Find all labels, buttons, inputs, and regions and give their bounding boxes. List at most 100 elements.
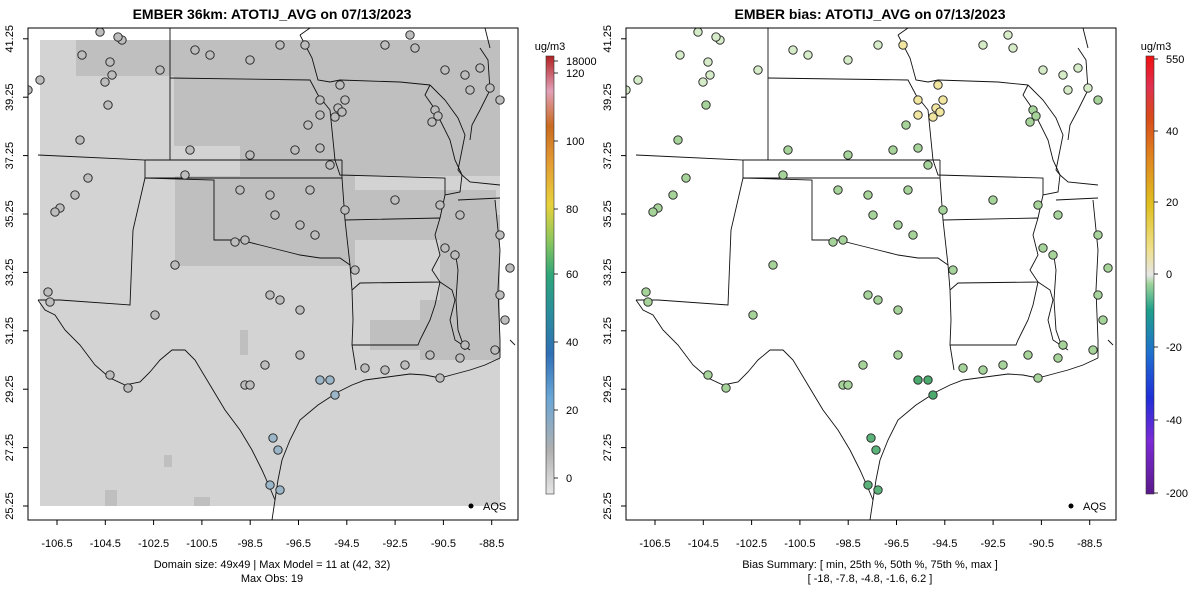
y-tick-label: 39.25: [4, 83, 16, 111]
aqs-site-left: [295, 350, 305, 360]
aqs-site-right: [873, 40, 883, 50]
aqs-site-left: [300, 40, 310, 50]
y-tick-label: 29.25: [602, 375, 614, 403]
x-tick-label: -106.5: [639, 538, 670, 550]
aqs-site-right: [893, 220, 903, 230]
aqs-site-right: [1053, 210, 1063, 220]
aqs-site-right: [998, 360, 1008, 370]
aqs-site-left: [268, 433, 278, 443]
right-legend-label: AQS: [1083, 501, 1106, 513]
aqs-site-right: [863, 480, 873, 490]
aqs-site-right: [938, 95, 948, 105]
aqs-site-right: [948, 265, 958, 275]
aqs-site-right: [928, 112, 938, 122]
right-colorbar-ticks: 550 40 20 0 -20 -40 -200: [1154, 54, 1188, 500]
aqs-site-left: [435, 373, 445, 383]
aqs-site-left: [105, 370, 115, 380]
aqs-site-right: [868, 210, 878, 220]
x-tick-label: -88.5: [479, 538, 504, 550]
x-tick-label: -98.5: [836, 538, 861, 550]
aqs-site-left: [433, 111, 443, 121]
y-tick-label: 33.25: [602, 259, 614, 287]
aqs-site-right: [873, 295, 883, 305]
aqs-site-left: [330, 390, 340, 400]
aqs-site-right: [1053, 353, 1063, 363]
aqs-site-left: [337, 107, 347, 117]
aqs-site-right: [778, 170, 788, 180]
aqs-site-left: [315, 110, 325, 120]
aqs-site-right: [1093, 230, 1103, 240]
aqs-site-left: [490, 345, 500, 355]
left-caption-maxobs: Max Obs: 19: [241, 573, 303, 585]
aqs-site-left: [315, 95, 325, 105]
aqs-site-right: [703, 57, 713, 67]
aqs-site-right: [833, 185, 843, 195]
colorbar-tick-label: 18000: [566, 56, 597, 68]
x-tick-label: -96.5: [884, 538, 909, 550]
aqs-site-left: [440, 243, 450, 253]
aqs-site-left: [400, 360, 410, 370]
aqs-site-right: [901, 120, 911, 130]
aqs-site-right: [693, 28, 703, 37]
colorbar-tick-label: 80: [566, 204, 578, 216]
x-tick-label: -106.5: [41, 538, 72, 550]
aqs-site-left: [315, 375, 325, 385]
aqs-site-right: [935, 107, 945, 117]
aqs-site-right: [908, 230, 918, 240]
aqs-site-left: [230, 237, 240, 247]
aqs-site-right: [1063, 85, 1073, 95]
aqs-site-left: [330, 112, 340, 122]
colorbar-tick-label: 0: [1166, 269, 1172, 281]
x-tick-label: -92.5: [981, 538, 1006, 550]
aqs-site-left: [100, 77, 110, 87]
left-y-axis: 25.25 27.25 29.25 31.25 33.25 35.25 37.25 39.25…: [4, 25, 28, 520]
aqs-site-left: [410, 43, 420, 53]
aqs-site-right: [681, 173, 691, 183]
aqs-site-right: [703, 370, 713, 380]
aqs-site-right: [866, 433, 876, 443]
aqs-site-left: [70, 190, 80, 200]
aqs-site-right: [903, 185, 913, 195]
colorbar-tick-label: 550: [1166, 54, 1184, 66]
aqs-site-left: [275, 40, 285, 50]
aqs-site-right: [1093, 290, 1103, 300]
aqs-site-right: [668, 190, 678, 200]
aqs-site-right: [923, 375, 933, 385]
aqs-site-left: [505, 263, 515, 273]
aqs-site-right: [1023, 350, 1033, 360]
aqs-site-right: [788, 45, 798, 55]
aqs-site-left: [275, 295, 285, 305]
aqs-site-right: [923, 160, 933, 170]
aqs-site-left: [390, 195, 400, 205]
aqs-site-right: [1003, 30, 1013, 40]
aqs-site-right: [698, 77, 708, 87]
aqs-site-left: [310, 230, 320, 240]
right-aqs-sites: [626, 28, 1113, 495]
aqs-site-right: [913, 143, 923, 153]
y-tick-label: 37.25: [4, 142, 16, 170]
aqs-site-left: [180, 170, 190, 180]
colorbar-tick-label: -20: [1166, 342, 1182, 354]
aqs-site-left: [500, 315, 510, 325]
aqs-site-left: [465, 85, 475, 95]
aqs-site-right: [1025, 117, 1035, 127]
aqs-site-right: [893, 350, 903, 360]
aqs-site-right: [1073, 63, 1083, 73]
aqs-site-right: [705, 70, 715, 80]
aqs-site-right: [928, 390, 938, 400]
y-tick-label: 41.25: [602, 25, 614, 53]
y-tick-label: 33.25: [4, 259, 16, 287]
aqs-site-left: [495, 290, 505, 300]
aqs-site-right: [748, 310, 758, 320]
aqs-site-right: [838, 235, 848, 245]
y-tick-label: 39.25: [602, 83, 614, 111]
aqs-site-right: [641, 287, 651, 297]
aqs-site-left: [273, 445, 283, 455]
y-tick-label: 31.25: [602, 317, 614, 345]
colorbar-tick-label: 40: [1166, 126, 1178, 138]
y-tick-label: 25.25: [4, 492, 16, 520]
right-map-panel: EMBER bias: ATOTIJ_AVG on 07/13/2023 AQS…: [602, 6, 1188, 585]
x-tick-label: -88.5: [1077, 538, 1102, 550]
colorbar-tick-label: 120: [566, 68, 584, 80]
